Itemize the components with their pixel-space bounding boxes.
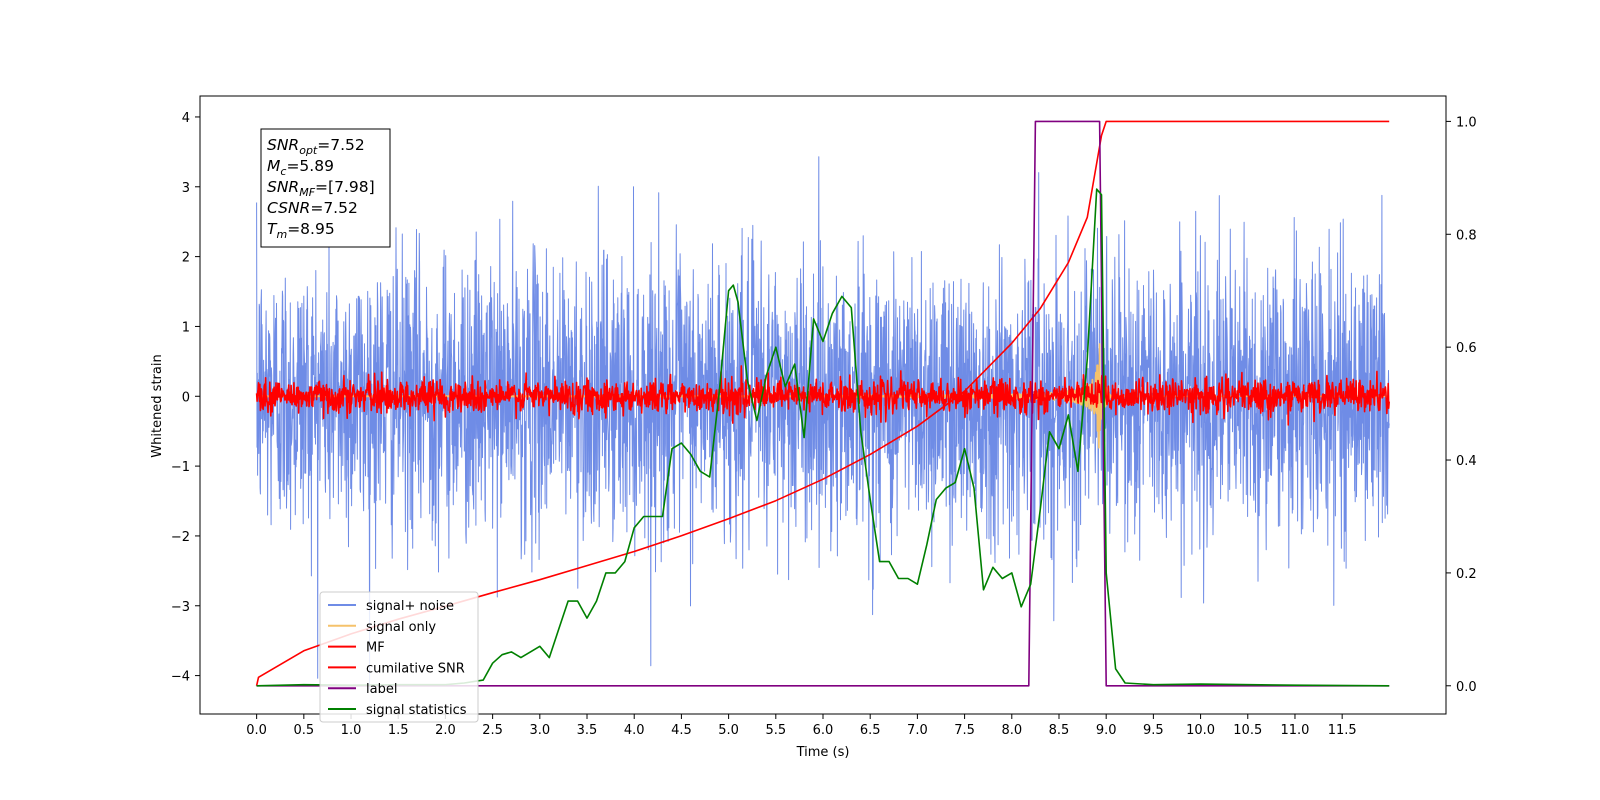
x-tick-label: 8.5	[1049, 723, 1070, 738]
y-axis-right: 0.0 0.2 0.4 0.6 0.8 1.0	[1446, 115, 1477, 695]
series-signal-noise	[256, 156, 1390, 690]
legend-label: MF	[366, 641, 385, 656]
legend-item-signal-statistics: signal statistics	[328, 703, 467, 718]
x-tick-label: 2.0	[435, 723, 456, 738]
y-tick-label: 4	[182, 111, 190, 126]
y-axis-label: Whitened strain	[150, 354, 165, 457]
legend-label: signal only	[366, 620, 436, 635]
x-tick-label: 10.5	[1233, 723, 1262, 738]
stat-line: SNRopt=7.52	[267, 136, 365, 157]
series-mf	[255, 365, 1390, 426]
x-tick-label: 4.0	[624, 723, 645, 738]
x-tick-label: 10.0	[1186, 723, 1215, 738]
y-tick-label: 1	[182, 320, 190, 335]
x-tick-label: 3.0	[529, 723, 550, 738]
y-tick-label: 3	[182, 181, 190, 196]
y-tick-label: −1	[171, 460, 190, 475]
legend-item-label: label	[328, 682, 397, 697]
x-axis: 0.0 0.5 1.0 1.5 2.0 2.5 3.0 3.5 4.0 4.5 5.0 5.5 6.0 6…	[246, 714, 1357, 738]
stat-line: SNRMF=[7.98]	[267, 178, 375, 199]
x-tick-label: 9.5	[1143, 723, 1164, 738]
x-tick-label: 5.5	[765, 723, 786, 738]
x-tick-label: 9.0	[1096, 723, 1117, 738]
stat-line: Mc=5.89	[267, 157, 334, 178]
y2-tick-label: 0.0	[1456, 680, 1477, 695]
x-tick-label: 11.0	[1280, 723, 1309, 738]
series-label	[256, 120, 1390, 687]
y-tick-label: 2	[182, 251, 190, 266]
x-tick-label: 7.0	[907, 723, 928, 738]
x-tick-label: 1.0	[341, 723, 362, 738]
legend-item-signal-only: signal only	[328, 620, 436, 635]
x-tick-label: 0.0	[246, 723, 267, 738]
x-axis-label: Time (s)	[796, 745, 850, 760]
y-tick-label: −2	[171, 530, 190, 545]
x-tick-label: 8.0	[1001, 723, 1022, 738]
x-tick-label: 11.5	[1328, 723, 1357, 738]
x-tick-label: 5.0	[718, 723, 739, 738]
legend-label: signal+ noise	[366, 599, 454, 614]
y2-tick-label: 1.0	[1456, 115, 1477, 130]
series-signal-statistics	[256, 188, 1390, 687]
x-tick-label: 3.5	[577, 723, 598, 738]
x-tick-label: 7.5	[954, 723, 975, 738]
legend-box	[319, 591, 479, 723]
y2-tick-label: 0.6	[1456, 341, 1477, 356]
x-tick-label: 1.5	[388, 723, 409, 738]
stats-box	[260, 128, 391, 248]
x-tick-label: 6.5	[860, 723, 881, 738]
legend-label: label	[366, 682, 397, 697]
y2-tick-label: 0.8	[1456, 228, 1477, 243]
x-tick-label: 4.5	[671, 723, 692, 738]
stat-line: CSNR=7.52	[267, 199, 358, 217]
legend-label: cumilative SNR	[366, 661, 465, 676]
legend-item-cumilative-snr: cumilative SNR	[328, 661, 465, 676]
y-tick-label: 0	[182, 390, 190, 405]
legend: signal+ noise signal only MF cumilative SNR…	[319, 591, 479, 723]
y-tick-label: −3	[171, 600, 190, 615]
x-tick-label: 2.5	[482, 723, 503, 738]
legend-item-signal-noise: signal+ noise	[328, 599, 454, 614]
stat-line: Tm=8.95	[267, 220, 335, 241]
y-tick-label: −4	[171, 670, 190, 685]
legend-item-mf: MF	[328, 641, 385, 656]
legend-label: signal statistics	[366, 703, 467, 718]
y2-tick-label: 0.2	[1456, 567, 1477, 582]
y-axis-left: −4 −3 −2 −1 0 1 2 3 4	[171, 111, 200, 685]
x-tick-label: 0.5	[293, 723, 314, 738]
x-tick-label: 6.0	[813, 723, 834, 738]
y2-tick-label: 0.4	[1456, 454, 1477, 469]
